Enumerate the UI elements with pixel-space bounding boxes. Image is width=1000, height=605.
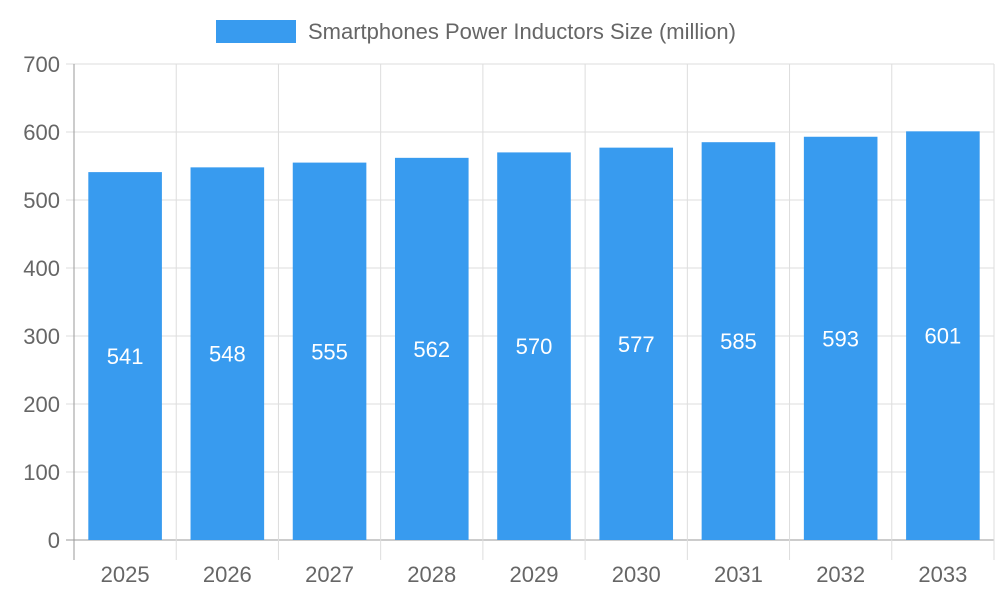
y-tick-label: 300 [23, 324, 60, 349]
legend-label: Smartphones Power Inductors Size (millio… [308, 19, 736, 44]
bars: 541 548 555 562 570 577 585 593 601 [88, 131, 980, 541]
data-label: 601 [925, 324, 962, 349]
x-tick-label: 2027 [305, 562, 354, 587]
bar-2029[interactable] [497, 152, 571, 540]
bar-2028[interactable] [394, 157, 469, 540]
y-tick-label: 500 [23, 188, 60, 213]
bar-2031[interactable] [701, 142, 776, 540]
data-label: 577 [618, 332, 655, 357]
x-tick-label: 2029 [510, 562, 559, 587]
y-tick-label: 0 [48, 528, 60, 553]
bar-2026[interactable] [190, 167, 265, 541]
bar-2025[interactable] [88, 172, 162, 540]
bar-2027[interactable] [292, 162, 367, 540]
data-label: 555 [311, 339, 348, 364]
x-tick-label: 2032 [816, 562, 865, 587]
data-label: 562 [413, 337, 450, 362]
x-tick-label: 2031 [714, 562, 763, 587]
bar-2030[interactable] [599, 147, 674, 540]
bar-2033[interactable] [906, 131, 980, 540]
data-label: 585 [720, 329, 757, 354]
x-tick-label: 2030 [612, 562, 661, 587]
axes: 0 100 200 300 400 500 600 700 2025 2026 2027 2028 20… [23, 52, 967, 587]
x-tick-label: 2033 [918, 562, 967, 587]
y-tick-label: 200 [23, 392, 60, 417]
x-tick-label: 2028 [407, 562, 456, 587]
legend[interactable]: Smartphones Power Inductors Size (millio… [216, 19, 736, 44]
y-tick-label: 700 [23, 52, 60, 77]
x-tick-label: 2025 [101, 562, 150, 587]
y-tick-label: 100 [23, 460, 60, 485]
x-tick-label: 2026 [203, 562, 252, 587]
data-label: 541 [107, 344, 144, 369]
data-label: 593 [822, 326, 859, 351]
legend-swatch [216, 20, 296, 43]
y-tick-label: 600 [23, 120, 60, 145]
y-tick-label: 400 [23, 256, 60, 281]
data-label: 570 [516, 334, 553, 359]
bar-2032[interactable] [803, 136, 878, 540]
data-label: 548 [209, 342, 246, 367]
